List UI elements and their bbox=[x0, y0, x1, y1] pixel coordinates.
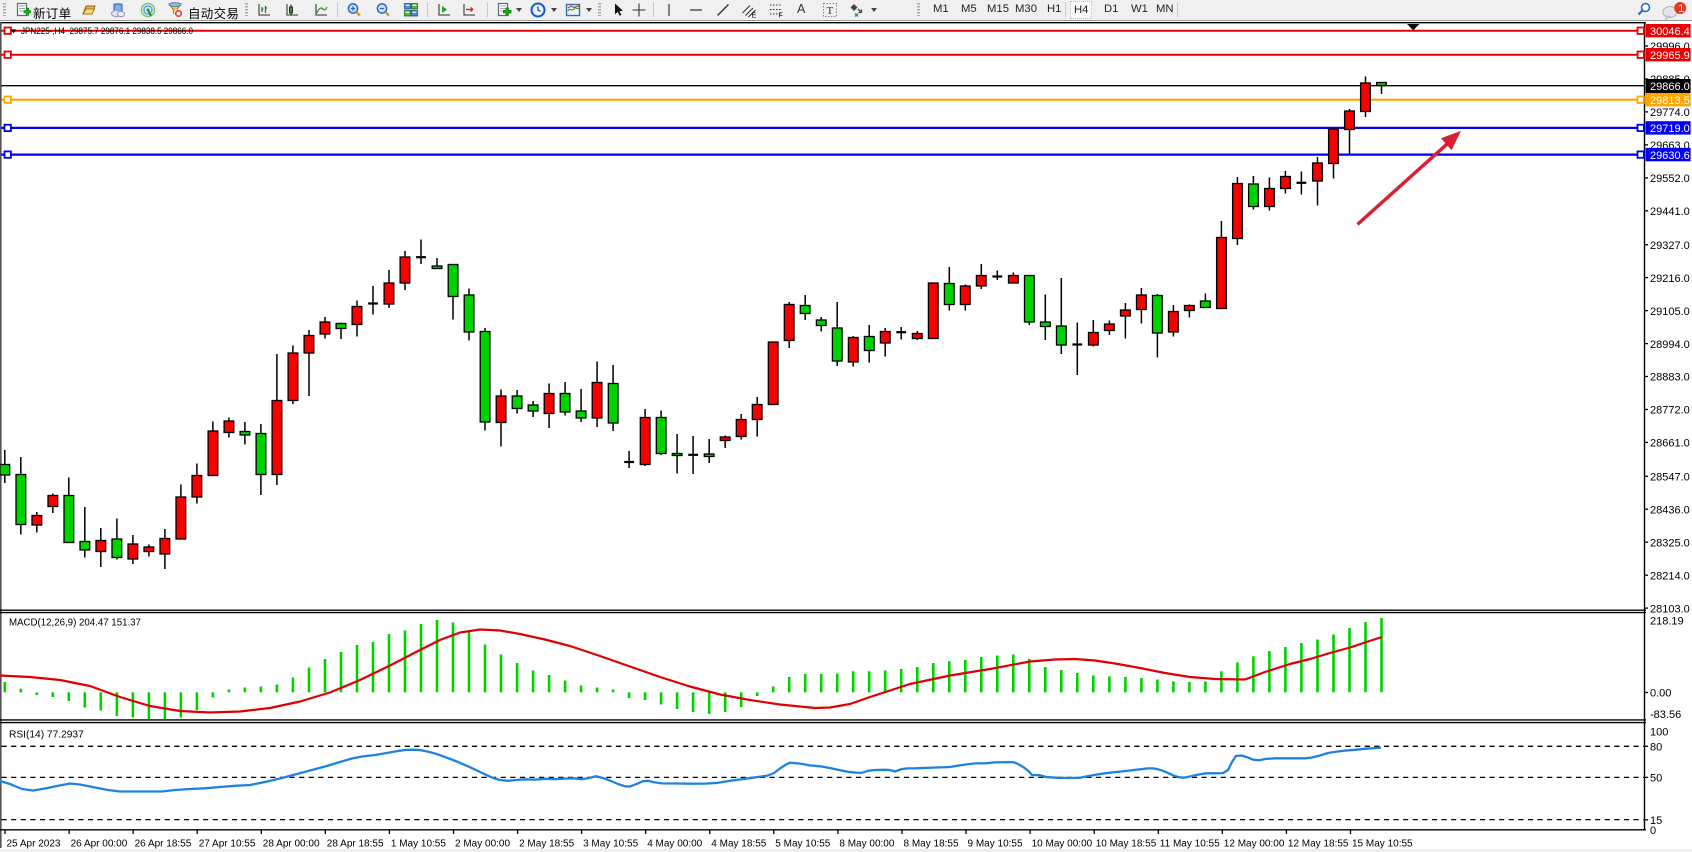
svg-text:4 May 00:00: 4 May 00:00 bbox=[647, 839, 702, 850]
svg-text:29327.0: 29327.0 bbox=[1650, 240, 1690, 252]
svg-text:28547.0: 28547.0 bbox=[1650, 472, 1690, 484]
svg-text:26 Apr 18:55: 26 Apr 18:55 bbox=[135, 839, 192, 850]
svg-text:28994.0: 28994.0 bbox=[1650, 339, 1690, 351]
svg-text:15: 15 bbox=[1650, 815, 1662, 827]
svg-text:218.19: 218.19 bbox=[1650, 615, 1684, 627]
svg-text:2 May 00:00: 2 May 00:00 bbox=[455, 839, 510, 850]
svg-text:4 May 18:55: 4 May 18:55 bbox=[711, 839, 766, 850]
svg-text:10 May 18:55: 10 May 18:55 bbox=[1096, 839, 1157, 850]
svg-text:29630.6: 29630.6 bbox=[1650, 150, 1690, 162]
svg-text:0.00: 0.00 bbox=[1650, 688, 1671, 700]
svg-text:50: 50 bbox=[1650, 773, 1662, 785]
svg-text:F: F bbox=[779, 13, 783, 19]
svg-text:10 May 00:00: 10 May 00:00 bbox=[1032, 839, 1093, 850]
svg-text:15 May 10:55: 15 May 10:55 bbox=[1352, 839, 1413, 850]
svg-text:11 May 10:55: 11 May 10:55 bbox=[1160, 839, 1220, 850]
svg-text:28 Apr 00:00: 28 Apr 00:00 bbox=[263, 839, 320, 850]
svg-text:T: T bbox=[827, 5, 834, 17]
svg-text:8 May 00:00: 8 May 00:00 bbox=[839, 839, 894, 850]
svg-text:25 Apr 2023: 25 Apr 2023 bbox=[7, 839, 61, 850]
svg-text:28883.0: 28883.0 bbox=[1650, 372, 1690, 384]
svg-text:29441.0: 29441.0 bbox=[1650, 206, 1690, 218]
svg-text:29866.0: 29866.0 bbox=[1650, 81, 1690, 93]
svg-text:28103.0: 28103.0 bbox=[1650, 603, 1690, 615]
svg-text:29216.0: 29216.0 bbox=[1650, 273, 1690, 285]
svg-text:26 Apr 00:00: 26 Apr 00:00 bbox=[71, 839, 128, 850]
svg-text:8 May 18:55: 8 May 18:55 bbox=[904, 839, 959, 850]
svg-text:3 May 10:55: 3 May 10:55 bbox=[583, 839, 638, 850]
svg-text:29965.9: 29965.9 bbox=[1650, 50, 1690, 62]
svg-text:12 May 00:00: 12 May 00:00 bbox=[1224, 839, 1285, 850]
svg-text:27 Apr 10:55: 27 Apr 10:55 bbox=[199, 839, 256, 850]
svg-text:5 May 10:55: 5 May 10:55 bbox=[775, 839, 830, 850]
svg-text:28436.0: 28436.0 bbox=[1650, 504, 1690, 516]
svg-text:29105.0: 29105.0 bbox=[1650, 306, 1690, 318]
svg-text:30046.4: 30046.4 bbox=[1650, 26, 1690, 38]
svg-text:28325.0: 28325.0 bbox=[1650, 537, 1690, 549]
svg-text:9 May 10:55: 9 May 10:55 bbox=[968, 839, 1023, 850]
svg-text:29813.5: 29813.5 bbox=[1650, 95, 1690, 107]
svg-text:2 May 18:55: 2 May 18:55 bbox=[519, 839, 574, 850]
svg-text:29774.0: 29774.0 bbox=[1650, 107, 1690, 119]
svg-text:1 May 10:55: 1 May 10:55 bbox=[391, 839, 446, 850]
svg-text:1: 1 bbox=[1678, 3, 1684, 15]
svg-text:RSI(14) 77.2937: RSI(14) 77.2937 bbox=[9, 729, 84, 740]
svg-text:29719.0: 29719.0 bbox=[1650, 123, 1690, 135]
svg-text:JPN225-,H4 29875.7 29876.1 29: JPN225-,H4 29875.7 29876.1 29838.5 29866… bbox=[21, 26, 193, 36]
svg-text:0: 0 bbox=[1650, 825, 1656, 837]
svg-text:-83.56: -83.56 bbox=[1650, 709, 1681, 721]
svg-text:12 May 18:55: 12 May 18:55 bbox=[1288, 839, 1349, 850]
svg-text:29552.0: 29552.0 bbox=[1650, 173, 1690, 185]
svg-text:80: 80 bbox=[1650, 742, 1662, 754]
svg-text:28214.0: 28214.0 bbox=[1650, 570, 1690, 582]
svg-text:E: E bbox=[752, 13, 757, 19]
svg-text:28661.0: 28661.0 bbox=[1650, 438, 1690, 450]
svg-text:28 Apr 18:55: 28 Apr 18:55 bbox=[327, 839, 384, 850]
svg-text:28772.0: 28772.0 bbox=[1650, 405, 1690, 417]
svg-text:MACD(12,26,9) 204.47 151.37: MACD(12,26,9) 204.47 151.37 bbox=[9, 617, 141, 628]
svg-text:100: 100 bbox=[1650, 727, 1668, 739]
